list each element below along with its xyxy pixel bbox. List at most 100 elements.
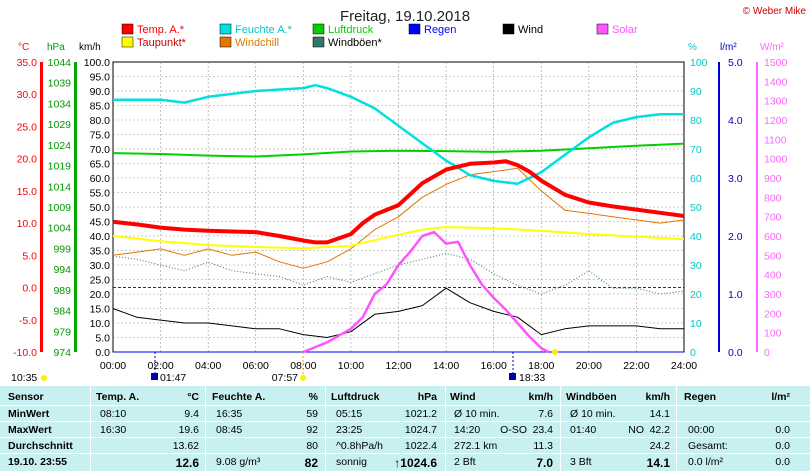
series-line-feuchtea <box>113 83 684 186</box>
wind-tick-label: 30.0 <box>90 260 111 272</box>
event-sunset-label: 18:33 <box>519 372 545 384</box>
solar-tick-label: 1400 <box>764 76 788 88</box>
solar-tick-label: 100 <box>764 328 782 340</box>
solar-tick-label: 1000 <box>764 154 788 166</box>
wind-tick-label: 95.0 <box>90 72 111 84</box>
rain-time: 00:00 <box>688 424 715 436</box>
table-column-divider <box>445 386 446 471</box>
temp-value: 13.62 <box>172 440 199 452</box>
event-sunrise2-label: 07:57 <box>272 372 298 384</box>
table-column-divider <box>325 386 326 471</box>
time-tick-label: 20:00 <box>576 360 602 372</box>
pressure-tick-label: 1039 <box>48 78 72 90</box>
legend-swatch <box>408 23 421 35</box>
humidity-tick-label: 50 <box>690 202 702 214</box>
sunset-icon <box>552 349 558 355</box>
time-tick-label: 18:00 <box>528 360 554 372</box>
moonset-icon <box>509 373 516 380</box>
legend-swatch <box>121 23 134 35</box>
wind-unit-label: km/h <box>79 42 101 53</box>
table-row-label: Durchschnitt <box>8 440 73 452</box>
header-humidity: Feuchte A. <box>212 391 266 403</box>
temp-unit-label: °C <box>18 42 29 53</box>
table-row-label: 19.10. 23:55 <box>8 456 67 468</box>
gust-value: 14.1 <box>649 408 670 420</box>
pressure-tick-label: 1024 <box>48 140 72 152</box>
temp-tick-label: 0.0 <box>22 283 37 295</box>
temp-value: 19.6 <box>178 424 199 436</box>
temp-tick-label: 10.0 <box>17 218 38 230</box>
header-wind-unit: km/h <box>528 391 553 403</box>
time-tick-label: 12:00 <box>385 360 411 372</box>
pressure-tick-label: 994 <box>53 264 71 276</box>
rain-axis-bar <box>718 62 720 352</box>
humidity-time: 08:45 <box>216 424 243 436</box>
humidity-time: 16:35 <box>216 408 243 420</box>
temp-tick-label: 20.0 <box>17 154 38 166</box>
wind-value: 11.3 <box>533 440 553 452</box>
pressure-value: 1024.7 <box>404 424 437 436</box>
gust-value: 24.2 <box>649 440 670 452</box>
wind-tick-label: 15.0 <box>90 304 111 316</box>
series-line-luftdruck <box>112 142 685 158</box>
table-column-divider <box>560 386 561 471</box>
pressure-tick-label: 999 <box>53 243 71 255</box>
solar-tick-label: 300 <box>764 289 782 301</box>
series-line-wind <box>112 287 684 338</box>
temp-tick-label: 35.0 <box>17 57 38 69</box>
stats-table: Sensor Temp. A. °C Feuchte A.% Luftdruck hPa W… <box>0 386 810 471</box>
event-moonrise-label: 01:47 <box>160 372 186 384</box>
legend-label: Taupunkt* <box>137 37 187 49</box>
header-gust: Windböen <box>566 391 617 403</box>
wind-value: 7.0 <box>536 456 553 470</box>
wind-time: 2 Bft <box>454 456 476 468</box>
legend-swatch <box>312 23 325 35</box>
pressure-time: 05:15 <box>336 408 363 420</box>
gust-time: 3 Bft <box>570 456 592 468</box>
humidity-tick-label: 0 <box>690 347 696 359</box>
series-line-windchill <box>112 167 685 269</box>
header-gust-unit: km/h <box>645 391 670 403</box>
solar-tick-label: 1100 <box>764 134 787 146</box>
wind-tick-label: 25.0 <box>90 275 111 287</box>
series-line-solar <box>302 230 550 354</box>
humidity-value: 82 <box>304 456 318 470</box>
legend-swatch <box>219 23 232 35</box>
series-line-taupunkt <box>112 226 685 250</box>
humidity-tick-label: 10 <box>690 318 702 330</box>
pressure-time: sonnig <box>336 456 367 468</box>
time-tick-label: 24:00 <box>671 360 697 372</box>
solar-tick-label: 400 <box>764 270 782 282</box>
legend-swatch <box>312 36 325 48</box>
header-wind: Wind <box>450 391 476 403</box>
legend-swatch <box>596 23 609 35</box>
wind-direction: O-SO <box>500 424 527 436</box>
pressure-unit-label: hPa <box>47 42 65 53</box>
table-column-divider <box>205 386 206 471</box>
humidity-time: 9.08 g/m³ <box>216 456 261 468</box>
humidity-tick-label: 90 <box>690 86 702 98</box>
rain-tick-label: 3.0 <box>728 173 743 185</box>
temp-value: 9.4 <box>184 408 199 420</box>
temp-tick-label: 25.0 <box>17 121 38 133</box>
wind-tick-label: 35.0 <box>90 246 111 258</box>
solar-tick-label: 900 <box>764 173 782 185</box>
wind-tick-label: 0.0 <box>95 347 110 359</box>
pressure-value: ↑1024.6 <box>394 456 437 470</box>
legend-label: Windchill <box>235 37 279 49</box>
sunrise-icon <box>300 375 306 381</box>
table-column-divider <box>90 386 91 471</box>
pressure-tick-label: 1004 <box>48 223 72 235</box>
pressure-tick-label: 1019 <box>48 161 72 173</box>
humidity-tick-label: 80 <box>690 115 702 127</box>
humidity-tick-label: 70 <box>690 144 702 156</box>
wind-value: 23.4 <box>532 424 553 436</box>
pressure-tick-label: 1014 <box>48 181 72 193</box>
rain-value: 0.0 <box>775 440 790 452</box>
temp-tick-label: -10.0 <box>13 347 37 359</box>
grid-lines <box>113 62 684 352</box>
temp-tick-label: -5.0 <box>19 315 37 327</box>
pressure-time: ^0.8hPa/h <box>336 440 383 452</box>
temp-time: 08:10 <box>100 408 127 420</box>
time-tick-label: 04:00 <box>195 360 221 372</box>
